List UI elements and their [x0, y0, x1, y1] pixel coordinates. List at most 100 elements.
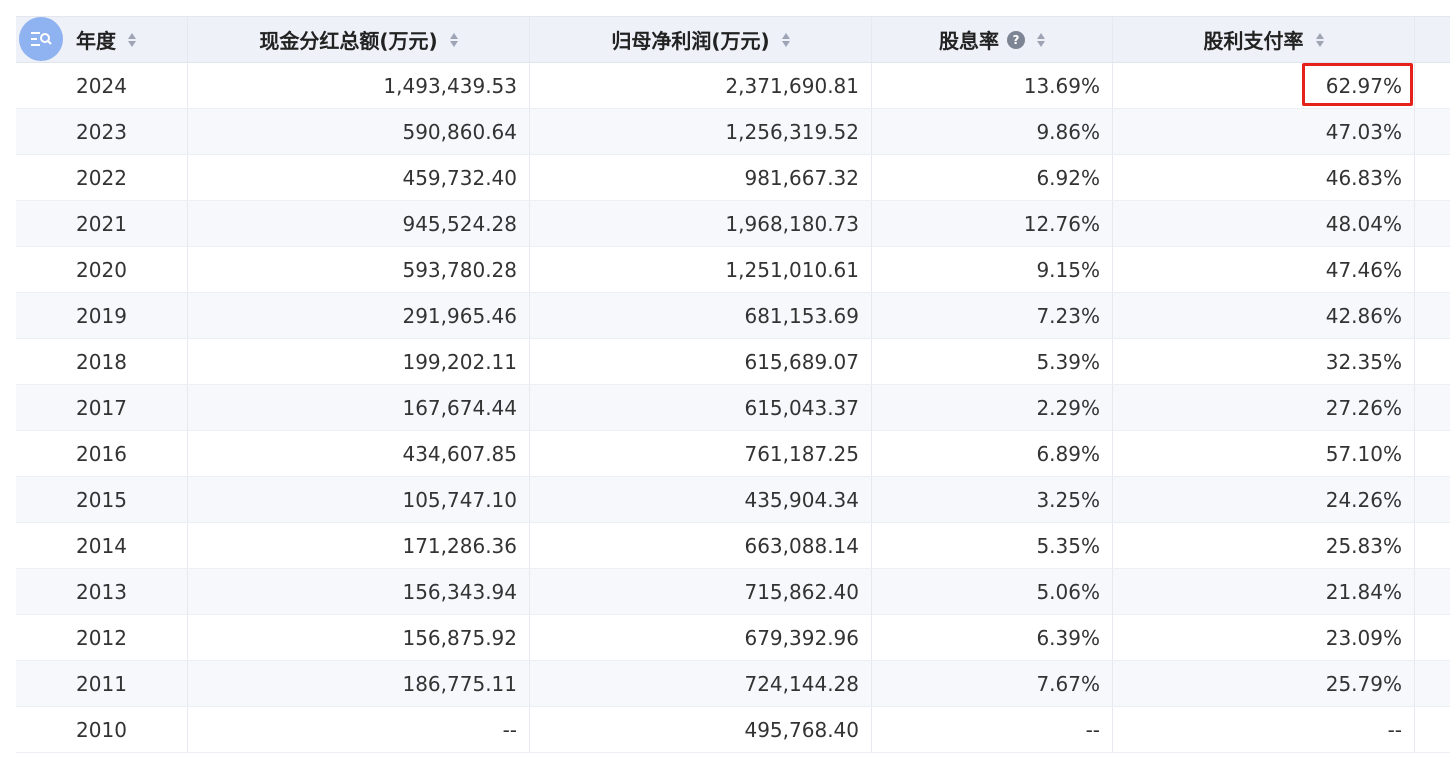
cell-cash-dividend-total: --	[188, 707, 530, 752]
row-spacer	[1415, 201, 1450, 246]
cell-dividend-yield: 3.25%	[872, 477, 1113, 522]
header-year[interactable]: 年度	[16, 17, 188, 62]
cell-year: 2014	[16, 523, 188, 568]
cell-net-profit-parent: 1,251,010.61	[530, 247, 872, 292]
table-row[interactable]: 2019 291,965.46 681,153.69 7.23% 42.86%	[16, 293, 1450, 339]
cell-year: 2011	[16, 661, 188, 706]
sort-caret-icon[interactable]	[449, 32, 458, 47]
cell-cash-dividend-total: 291,965.46	[188, 293, 530, 338]
cell-net-profit-parent: 724,144.28	[530, 661, 872, 706]
cell-dividend-yield: --	[872, 707, 1113, 752]
cell-net-profit-parent: 435,904.34	[530, 477, 872, 522]
row-spacer	[1415, 385, 1450, 430]
row-spacer	[1415, 63, 1450, 108]
header-year-label: 年度	[76, 29, 116, 53]
cell-cash-dividend-total: 590,860.64	[188, 109, 530, 154]
row-spacer	[1415, 707, 1450, 752]
cell-payout-ratio: 42.86%	[1113, 293, 1415, 338]
table-row[interactable]: 2014 171,286.36 663,088.14 5.35% 25.83%	[16, 523, 1450, 569]
table-row[interactable]: 2012 156,875.92 679,392.96 6.39% 23.09%	[16, 615, 1450, 661]
cell-net-profit-parent: 679,392.96	[530, 615, 872, 660]
table-row[interactable]: 2017 167,674.44 615,043.37 2.29% 27.26%	[16, 385, 1450, 431]
cell-year: 2020	[16, 247, 188, 292]
cell-dividend-yield: 5.06%	[872, 569, 1113, 614]
table-row[interactable]: 2016 434,607.85 761,187.25 6.89% 57.10%	[16, 431, 1450, 477]
cell-dividend-yield: 13.69%	[872, 63, 1113, 108]
cell-cash-dividend-total: 156,343.94	[188, 569, 530, 614]
cell-dividend-yield: 9.15%	[872, 247, 1113, 292]
row-spacer	[1415, 109, 1450, 154]
table-row[interactable]: 2018 199,202.11 615,689.07 5.39% 32.35%	[16, 339, 1450, 385]
header-dividend-yield-label: 股息率	[939, 29, 999, 53]
table-row[interactable]: 2021 945,524.28 1,968,180.73 12.76% 48.04%	[16, 201, 1450, 247]
cell-cash-dividend-total: 945,524.28	[188, 201, 530, 246]
cell-year: 2010	[16, 707, 188, 752]
cell-net-profit-parent: 615,689.07	[530, 339, 872, 384]
cell-payout-ratio: 62.97%	[1113, 63, 1415, 108]
table-row[interactable]: 2015 105,747.10 435,904.34 3.25% 24.26%	[16, 477, 1450, 523]
cell-dividend-yield: 6.89%	[872, 431, 1113, 476]
row-spacer	[1415, 615, 1450, 660]
cell-dividend-yield: 6.92%	[872, 155, 1113, 200]
header-cash-dividend-total[interactable]: 现金分红总额(万元)	[188, 17, 530, 62]
cell-year: 2015	[16, 477, 188, 522]
cell-dividend-yield: 5.39%	[872, 339, 1113, 384]
cell-payout-ratio: --	[1113, 707, 1415, 752]
cell-cash-dividend-total: 186,775.11	[188, 661, 530, 706]
header-payout-ratio[interactable]: 股利支付率	[1113, 17, 1415, 62]
row-spacer	[1415, 523, 1450, 568]
cell-net-profit-parent: 1,256,319.52	[530, 109, 872, 154]
cell-net-profit-parent: 663,088.14	[530, 523, 872, 568]
cell-year: 2018	[16, 339, 188, 384]
sort-caret-icon[interactable]	[1315, 32, 1324, 47]
row-spacer	[1415, 569, 1450, 614]
sort-caret-icon[interactable]	[128, 32, 136, 47]
cell-payout-ratio: 25.83%	[1113, 523, 1415, 568]
row-spacer	[1415, 293, 1450, 338]
cell-payout-ratio: 27.26%	[1113, 385, 1415, 430]
table-header-row: 年度 现金分红总额(万元) 归母净利润(万元) 股息率 ? 股利支付率	[16, 17, 1450, 63]
cell-payout-ratio: 57.10%	[1113, 431, 1415, 476]
table-row[interactable]: 2011 186,775.11 724,144.28 7.67% 25.79%	[16, 661, 1450, 707]
table-row[interactable]: 2020 593,780.28 1,251,010.61 9.15% 47.46%	[16, 247, 1450, 293]
table-row[interactable]: 2010 -- 495,768.40 -- --	[16, 707, 1450, 753]
cell-dividend-yield: 5.35%	[872, 523, 1113, 568]
sort-caret-icon[interactable]	[781, 32, 790, 47]
cell-cash-dividend-total: 199,202.11	[188, 339, 530, 384]
cell-cash-dividend-total: 1,493,439.53	[188, 63, 530, 108]
row-spacer	[1415, 661, 1450, 706]
cell-payout-ratio: 21.84%	[1113, 569, 1415, 614]
header-net-profit-parent-label: 归母净利润(万元)	[611, 29, 770, 53]
table-row[interactable]: 2023 590,860.64 1,256,319.52 9.86% 47.03%	[16, 109, 1450, 155]
sort-caret-icon[interactable]	[1037, 32, 1045, 47]
cell-cash-dividend-total: 156,875.92	[188, 615, 530, 660]
cell-payout-ratio: 48.04%	[1113, 201, 1415, 246]
header-cash-dividend-total-label: 现金分红总额(万元)	[259, 29, 438, 53]
cell-year: 2023	[16, 109, 188, 154]
cell-cash-dividend-total: 593,780.28	[188, 247, 530, 292]
cell-net-profit-parent: 1,968,180.73	[530, 201, 872, 246]
cell-cash-dividend-total: 459,732.40	[188, 155, 530, 200]
cell-net-profit-parent: 681,153.69	[530, 293, 872, 338]
header-net-profit-parent[interactable]: 归母净利润(万元)	[530, 17, 872, 62]
row-spacer	[1415, 339, 1450, 384]
cell-net-profit-parent: 2,371,690.81	[530, 63, 872, 108]
dividend-table: 年度 现金分红总额(万元) 归母净利润(万元) 股息率 ? 股利支付率	[16, 16, 1450, 753]
cell-cash-dividend-total: 167,674.44	[188, 385, 530, 430]
header-dividend-yield[interactable]: 股息率 ?	[872, 17, 1113, 62]
row-spacer	[1415, 247, 1450, 292]
table-row[interactable]: 2013 156,343.94 715,862.40 5.06% 21.84%	[16, 569, 1450, 615]
row-spacer	[1415, 431, 1450, 476]
table-row[interactable]: 2024 1,493,439.53 2,371,690.81 13.69% 62.97%	[16, 63, 1450, 109]
row-spacer	[1415, 477, 1450, 522]
cell-payout-ratio: 23.09%	[1113, 615, 1415, 660]
cell-payout-ratio: 24.26%	[1113, 477, 1415, 522]
list-search-icon[interactable]	[19, 17, 63, 61]
question-circle-icon[interactable]: ?	[1007, 30, 1025, 49]
table-row[interactable]: 2022 459,732.40 981,667.32 6.92% 46.83%	[16, 155, 1450, 201]
cell-net-profit-parent: 715,862.40	[530, 569, 872, 614]
cell-net-profit-parent: 495,768.40	[530, 707, 872, 752]
row-spacer	[1415, 155, 1450, 200]
cell-payout-ratio: 47.03%	[1113, 109, 1415, 154]
cell-cash-dividend-total: 171,286.36	[188, 523, 530, 568]
